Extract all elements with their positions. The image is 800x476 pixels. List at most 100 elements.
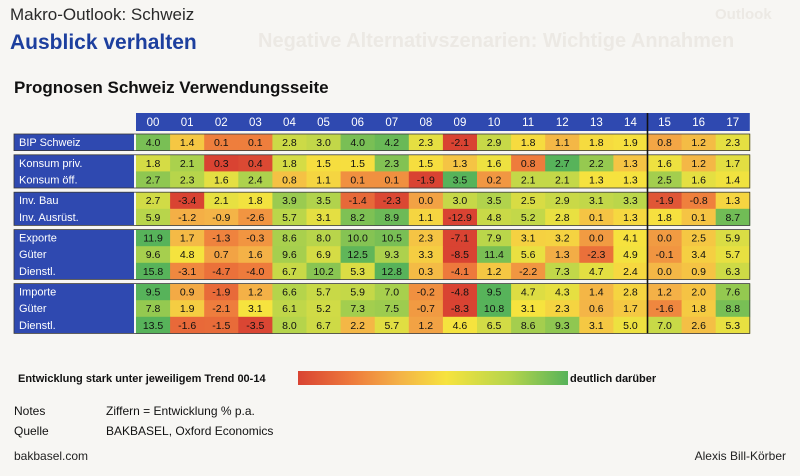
heatmap-cell <box>477 316 512 334</box>
heatmap-cell <box>340 246 376 264</box>
heatmap-cell <box>715 229 751 247</box>
heatmap-cell <box>511 154 546 172</box>
heatmap-value: 4.7 <box>521 287 536 299</box>
heatmap-cell <box>442 246 478 264</box>
heatmap-value: -2.2 <box>519 266 537 278</box>
heatmap-cell <box>681 171 717 189</box>
heatmap-cell <box>408 316 444 334</box>
heatmap-value: 2.1 <box>555 174 570 186</box>
heatmap-value: 1.2 <box>691 158 706 170</box>
heatmap-cell <box>272 262 307 280</box>
year-header-label: 00 <box>147 117 160 129</box>
notes-text: Ziffern = Entwicklung % p.a. <box>106 404 255 418</box>
year-header-label: 10 <box>488 117 501 129</box>
heatmap-value: 4.2 <box>384 137 399 149</box>
heatmap-value: 13.5 <box>143 320 164 332</box>
heatmap-value: 8.0 <box>316 233 331 245</box>
row-label: Inv. Ausrüst. <box>19 212 79 224</box>
heatmap-value: 1.4 <box>589 287 604 299</box>
heatmap-cell <box>136 134 171 151</box>
heatmap-cell <box>272 229 307 247</box>
row-label: Güter <box>19 249 47 261</box>
heatmap-value: 2.7 <box>146 195 161 207</box>
heatmap-cell <box>170 283 205 301</box>
heatmap-cell <box>647 192 682 210</box>
row-group-border <box>13 133 751 152</box>
heatmap-value: -2.1 <box>451 137 469 149</box>
heatmap-value: 1.3 <box>623 158 638 170</box>
heatmap-value: 1.2 <box>487 266 502 278</box>
heatmap-value: 1.2 <box>691 137 706 149</box>
heatmap-cell <box>613 262 648 280</box>
heatmap-cell <box>408 154 444 172</box>
heatmap-cell <box>613 192 648 210</box>
heatmap-cell <box>681 316 717 334</box>
heatmap-cell <box>408 300 444 318</box>
heatmap-cell <box>204 154 239 172</box>
heatmap-value: -0.8 <box>690 195 708 207</box>
heatmap-value: 4.7 <box>589 266 604 278</box>
heatmap-cell <box>613 154 648 172</box>
heatmap-value: 0.0 <box>589 233 604 245</box>
heatmap-value: 0.8 <box>657 137 672 149</box>
table-subtitle: Prognosen Schweiz Verwendungsseite <box>14 78 329 97</box>
heatmap-cell <box>374 246 410 264</box>
heatmap-value: 2.5 <box>521 195 536 207</box>
heatmap-cell <box>238 208 273 226</box>
row-label: Dienstl. <box>19 320 56 332</box>
heatmap-value: -0.3 <box>246 233 264 245</box>
heatmap-cell <box>545 316 580 334</box>
heatmap-cell <box>136 262 171 280</box>
heatmap-value: 6.3 <box>725 266 740 278</box>
heatmap-cell <box>715 246 751 264</box>
heatmap-value: 1.9 <box>180 303 195 315</box>
heatmap-value: -7.1 <box>451 233 469 245</box>
heatmap-cell <box>545 154 580 172</box>
heatmap-value: 6.7 <box>316 320 331 332</box>
heatmap-value: 1.8 <box>248 195 263 207</box>
heatmap-value: -1.9 <box>212 287 230 299</box>
heatmap-cell <box>238 134 273 151</box>
heatmap-cell <box>442 229 478 247</box>
heatmap-cell <box>306 316 341 334</box>
heatmap-cell <box>681 246 717 264</box>
heatmap-value: 7.0 <box>384 287 399 299</box>
heatmap-cell <box>477 171 512 189</box>
heatmap-cell <box>170 316 205 334</box>
heatmap-cell <box>136 246 171 264</box>
year-header-label: 05 <box>317 117 330 129</box>
heatmap-value: -2.3 <box>587 249 605 261</box>
heatmap-cell <box>511 283 546 301</box>
heatmap-cell <box>136 171 171 189</box>
heatmap-cell <box>136 229 171 247</box>
heatmap-cell <box>545 300 580 318</box>
heatmap-value: -3.1 <box>178 266 196 278</box>
heatmap-cell <box>204 283 239 301</box>
heatmap-value: 3.0 <box>316 137 331 149</box>
heatmap-value: 6.1 <box>282 303 297 315</box>
heatmap-cell <box>477 192 512 210</box>
heatmap-value: 4.8 <box>487 212 502 224</box>
heatmap-cell <box>238 154 273 172</box>
heatmap-value: 6.7 <box>282 266 297 278</box>
heatmap-cell <box>477 154 512 172</box>
heatmap-cell <box>272 192 307 210</box>
heatmap-value: 3.5 <box>487 195 502 207</box>
year-header-label: 13 <box>590 117 603 129</box>
heatmap-cell <box>442 171 478 189</box>
row-group-border <box>13 283 751 334</box>
heatmap-value: -3.5 <box>246 320 264 332</box>
heatmap-value: 1.8 <box>657 212 672 224</box>
heatmap-cell <box>408 262 444 280</box>
heatmap-value: 3.0 <box>453 195 468 207</box>
heatmap-cell <box>374 208 410 226</box>
heatmap-cell <box>511 134 546 151</box>
row-group-border <box>13 191 751 226</box>
heatmap-cell <box>647 208 682 226</box>
kicker: Makro-Outlook: Schweiz <box>10 5 195 24</box>
heatmap-value: -4.0 <box>246 266 264 278</box>
heatmap-value: 2.0 <box>691 287 706 299</box>
heatmap-cell <box>442 300 478 318</box>
legend-high-label: deutlich darüber <box>570 373 657 385</box>
heatmap-cell <box>306 300 341 318</box>
